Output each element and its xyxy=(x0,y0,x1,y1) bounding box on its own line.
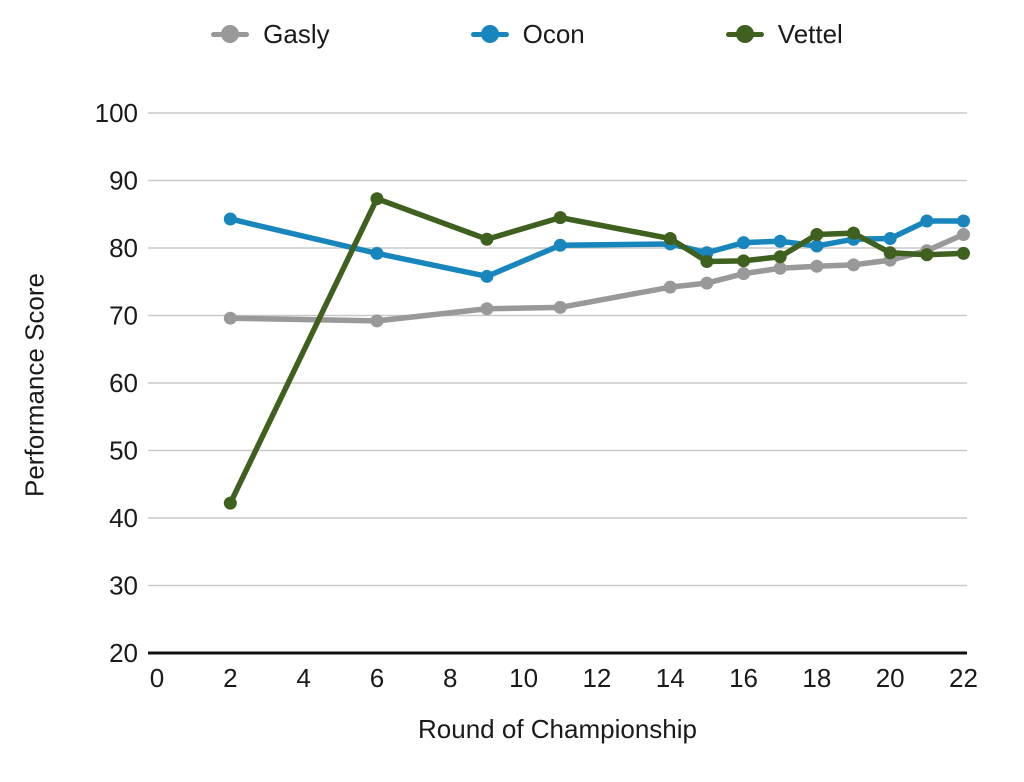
y-tick-label: 20 xyxy=(109,638,138,668)
data-point-gasly xyxy=(957,228,970,241)
gasly-series-marker-icon xyxy=(211,25,250,43)
y-tick-label: 100 xyxy=(95,98,138,128)
data-point-gasly xyxy=(480,302,494,316)
legend-item-gasly: Gasly xyxy=(211,19,330,49)
data-point-vettel xyxy=(223,496,237,510)
data-point-vettel xyxy=(847,226,861,240)
data-point-vettel xyxy=(663,232,677,246)
data-point-ocon xyxy=(920,214,934,228)
data-point-vettel xyxy=(480,232,494,246)
legend-label-vettel: Vettel xyxy=(777,19,843,49)
legend-item-vettel: Vettel xyxy=(725,19,843,49)
data-point-vettel xyxy=(920,248,934,262)
data-point-vettel xyxy=(957,246,970,260)
data-point-gasly xyxy=(553,300,567,314)
x-tick-label: 22 xyxy=(949,663,978,693)
legend-label-ocon: Ocon xyxy=(522,19,585,49)
y-tick-label: 70 xyxy=(109,301,138,331)
data-point-ocon xyxy=(370,246,384,260)
data-point-ocon xyxy=(773,234,787,248)
legend-label-gasly: Gasly xyxy=(263,19,330,49)
data-point-gasly xyxy=(773,261,787,275)
data-point-vettel xyxy=(883,246,897,260)
vettel-series-marker-icon xyxy=(725,25,764,43)
data-point-vettel xyxy=(737,254,751,268)
x-tick-label: 4 xyxy=(296,663,310,693)
y-tick-label: 30 xyxy=(109,571,138,601)
data-point-gasly xyxy=(663,280,677,294)
x-tick-label: 0 xyxy=(150,663,164,693)
x-tick-label: 8 xyxy=(443,663,457,693)
x-tick-label: 14 xyxy=(656,663,685,693)
data-point-ocon xyxy=(810,239,824,253)
chart-legend: Gasly Ocon Vettel xyxy=(0,21,1024,47)
data-point-gasly xyxy=(847,258,861,272)
data-point-gasly xyxy=(700,276,714,290)
data-point-vettel xyxy=(553,211,567,225)
data-point-vettel xyxy=(370,192,384,206)
x-tick-label: 16 xyxy=(729,663,758,693)
x-tick-label: 20 xyxy=(876,663,905,693)
x-tick-label: 10 xyxy=(509,663,538,693)
y-tick-label: 50 xyxy=(109,436,138,466)
data-point-ocon xyxy=(883,232,897,246)
ocon-series-marker-icon xyxy=(470,25,509,43)
x-tick-label: 2 xyxy=(223,663,237,693)
data-point-gasly xyxy=(223,311,237,325)
x-tick-label: 6 xyxy=(370,663,384,693)
data-point-vettel xyxy=(773,250,787,264)
data-point-ocon xyxy=(480,269,494,283)
data-point-vettel xyxy=(810,228,824,241)
data-point-ocon xyxy=(957,214,970,228)
y-tick-label: 80 xyxy=(109,233,138,263)
x-tick-label: 12 xyxy=(582,663,611,693)
legend-item-ocon: Ocon xyxy=(470,19,585,49)
data-point-ocon xyxy=(737,236,751,250)
y-tick-label: 60 xyxy=(109,368,138,398)
y-tick-label: 40 xyxy=(109,503,138,533)
data-point-vettel xyxy=(700,255,714,268)
data-point-gasly xyxy=(737,267,751,281)
data-point-ocon xyxy=(553,238,567,252)
x-tick-label: 18 xyxy=(802,663,831,693)
x-axis-title: Round of Championship xyxy=(418,714,697,744)
data-point-gasly xyxy=(370,314,384,328)
data-point-gasly xyxy=(810,259,824,273)
y-tick-label: 90 xyxy=(109,166,138,196)
data-point-ocon xyxy=(223,212,237,226)
